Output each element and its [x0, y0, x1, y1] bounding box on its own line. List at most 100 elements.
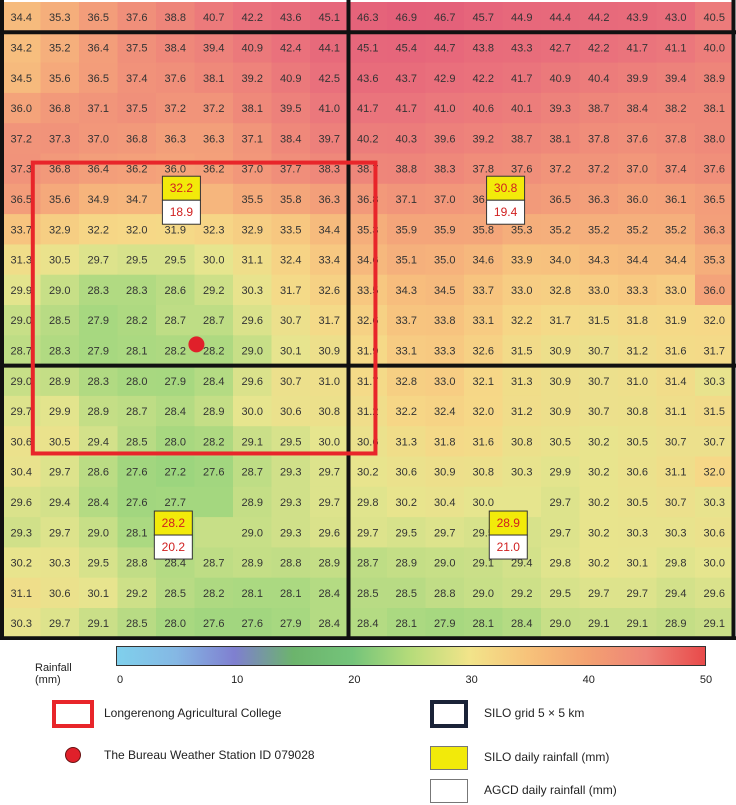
grid-cell [541, 2, 581, 33]
grid-cell [695, 274, 735, 306]
grid-cell [464, 335, 504, 367]
grid-cell [387, 456, 427, 488]
grid-value: 40.7 [203, 12, 224, 24]
grid-value: 30.2 [588, 497, 609, 509]
grid-cell [194, 365, 234, 397]
grid-value: 37.3 [11, 164, 32, 176]
grid-cell [310, 2, 350, 33]
grid-cell [79, 547, 119, 579]
grid-value: 38.1 [550, 133, 571, 145]
grid-value: 27.2 [165, 467, 186, 479]
grid-cell [40, 123, 80, 155]
grid-cell [387, 305, 427, 336]
grid-value: 28.7 [203, 558, 224, 570]
grid-value: 28.3 [126, 285, 147, 297]
silo-rainfall-box [488, 510, 528, 536]
grid-value: 28.4 [88, 497, 109, 509]
grid-value: 32.8 [550, 285, 571, 297]
grid-value: 30.7 [588, 345, 609, 357]
grid-cell [2, 32, 42, 64]
grid-value: 36.3 [588, 194, 609, 206]
grid-value: 39.5 [280, 103, 301, 115]
grid-value: 37.8 [665, 133, 686, 145]
grid-value: 29.5 [165, 255, 186, 267]
grid-value: 31.7 [357, 376, 378, 388]
grid-cell [464, 244, 504, 276]
grid-cell [117, 608, 157, 639]
grid-value: 29.0 [550, 618, 571, 630]
grid-value: 27.9 [165, 376, 186, 388]
grid-value: 28.7 [11, 345, 32, 357]
grid-cell [387, 244, 427, 276]
grid-cell [348, 577, 388, 609]
grid-cell [233, 153, 273, 185]
grid-value: 45.7 [473, 12, 494, 24]
grid-cell [695, 2, 735, 33]
grid-cell [541, 517, 581, 548]
grid-value: 33.5 [357, 285, 378, 297]
grid-cell [2, 547, 42, 579]
grid-cell [348, 365, 388, 397]
grid-cell [618, 153, 658, 185]
rainfall-box: 32.2 18.9 [161, 175, 201, 225]
grid-value: 44.7 [434, 42, 455, 54]
grid-cell [348, 274, 388, 306]
grid-cell [2, 92, 42, 124]
grid-value: 28.4 [511, 618, 532, 630]
grid-value: 31.8 [627, 315, 648, 327]
grid-value: 32.6 [357, 315, 378, 327]
grid-value: 29.8 [665, 558, 686, 570]
agcd-rainfall-box [161, 199, 201, 225]
grid-value: 29.2 [126, 588, 147, 600]
grid-cell [117, 547, 157, 579]
grid-value: 33.0 [511, 285, 532, 297]
grid-value: 35.8 [280, 194, 301, 206]
grid-cell [156, 608, 196, 639]
grid-value: 29.4 [665, 588, 686, 600]
grid-cell [2, 62, 42, 94]
grid-cell [579, 274, 619, 306]
grid-cell [618, 426, 658, 458]
grid-value: 42.7 [550, 42, 571, 54]
grid-cell [695, 92, 735, 124]
grid-value: 38.2 [665, 103, 686, 115]
grid-value: 37.8 [473, 164, 494, 176]
grid-cell [79, 486, 119, 518]
grid-value: 40.5 [704, 12, 725, 24]
grid-cell [79, 335, 119, 367]
grid-value: 30.3 [511, 467, 532, 479]
grid-value: 28.2 [126, 315, 147, 327]
grid-value: 32.0 [704, 467, 725, 479]
grid-cell [618, 305, 658, 336]
grid-cell [387, 153, 427, 185]
grid-value: 32.8 [396, 376, 417, 388]
grid-value: 29.9 [550, 467, 571, 479]
grid-value: 35.3 [511, 224, 532, 236]
grid-cell [656, 608, 696, 639]
grid-value: 35.3 [357, 224, 378, 236]
agcd-rainfall-box-value: 21.0 [497, 540, 521, 554]
legend-silo-grid-swatch [430, 700, 468, 728]
grid-cell [194, 547, 234, 579]
grid-value: 38.4 [627, 103, 648, 115]
grid-value: 30.8 [319, 406, 340, 418]
grid-cell [387, 486, 427, 518]
grid-cell [40, 183, 80, 215]
grid-value: 46.3 [357, 12, 378, 24]
grid-value: 36.8 [49, 164, 70, 176]
grid-cell [387, 517, 427, 548]
legend-silo-rain-label: SILO daily rainfall (mm) [484, 750, 610, 764]
agcd-rainfall-box-value: 20.2 [162, 540, 186, 554]
grid-cell [656, 577, 696, 609]
grid-value: 35.0 [434, 255, 455, 267]
grid-cell [464, 123, 504, 155]
grid-cell [156, 274, 196, 306]
grid-value: 40.1 [511, 103, 532, 115]
grid-cell [656, 62, 696, 94]
grid-cell [2, 608, 42, 639]
grid-value: 30.9 [319, 345, 340, 357]
grid-value: 30.3 [242, 285, 263, 297]
grid-value: 31.9 [665, 315, 686, 327]
grid-cell [271, 395, 311, 427]
grid-cell [271, 183, 311, 215]
